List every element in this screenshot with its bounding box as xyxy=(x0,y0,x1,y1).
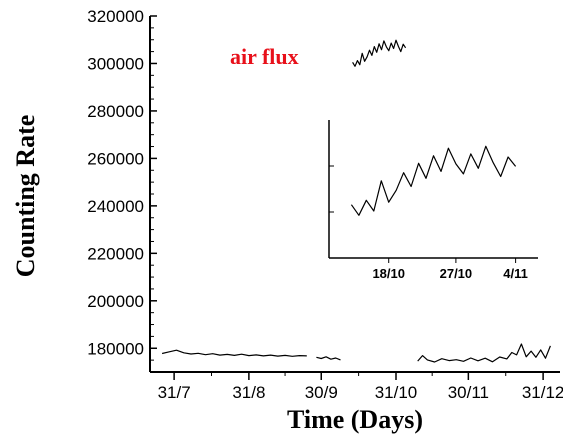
x-tick-label: 31/7 xyxy=(158,383,191,402)
inset-x-tick-label: 4/11 xyxy=(503,266,528,281)
y-tick-label: 320000 xyxy=(87,7,144,26)
y-tick-label: 260000 xyxy=(87,149,144,168)
y-tick-label: 220000 xyxy=(87,244,144,263)
air-flux-annotation: air flux xyxy=(230,44,299,69)
axes: 180000 200000 220000 240000 260000 280000 3000… xyxy=(87,7,563,402)
y-tick-label: 180000 xyxy=(87,339,144,358)
y-axis-title: Counting Rate xyxy=(11,115,40,278)
series-line xyxy=(161,349,307,357)
y-tick-label: 300000 xyxy=(87,54,144,73)
x-tick-label: 31/10 xyxy=(375,383,418,402)
y-tick-label: 200000 xyxy=(87,292,144,311)
series-line xyxy=(417,343,551,363)
series-line xyxy=(316,356,341,361)
series-layer xyxy=(161,39,551,363)
y-tick-label: 280000 xyxy=(87,102,144,121)
x-axis-title: Time (Days) xyxy=(287,405,423,434)
x-tick-label: 31/8 xyxy=(232,383,265,402)
x-tick-label: 30/9 xyxy=(305,383,338,402)
x-tick-label: 30/11 xyxy=(448,383,489,402)
x-tick-label: 31/12 xyxy=(522,383,563,402)
inset-series-line xyxy=(350,145,517,216)
inset-x-tick-label: 27/10 xyxy=(440,266,473,281)
inset-chart: 18/10 27/10 4/11 xyxy=(328,120,538,281)
inset-x-tick-label: 18/10 xyxy=(372,266,405,281)
y-tick-label: 240000 xyxy=(87,197,144,216)
series-line xyxy=(352,39,407,67)
